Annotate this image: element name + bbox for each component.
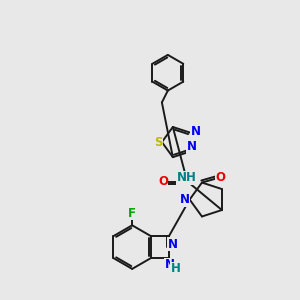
Text: NH: NH xyxy=(177,171,196,184)
Text: N: N xyxy=(190,125,200,138)
Text: N: N xyxy=(187,140,196,153)
Text: N: N xyxy=(180,193,190,206)
Text: N: N xyxy=(168,238,178,250)
Text: S: S xyxy=(154,136,162,148)
Text: O: O xyxy=(158,175,168,188)
Text: N: N xyxy=(165,258,175,272)
Text: O: O xyxy=(216,171,226,184)
Text: H: H xyxy=(171,262,181,275)
Text: F: F xyxy=(128,207,136,220)
